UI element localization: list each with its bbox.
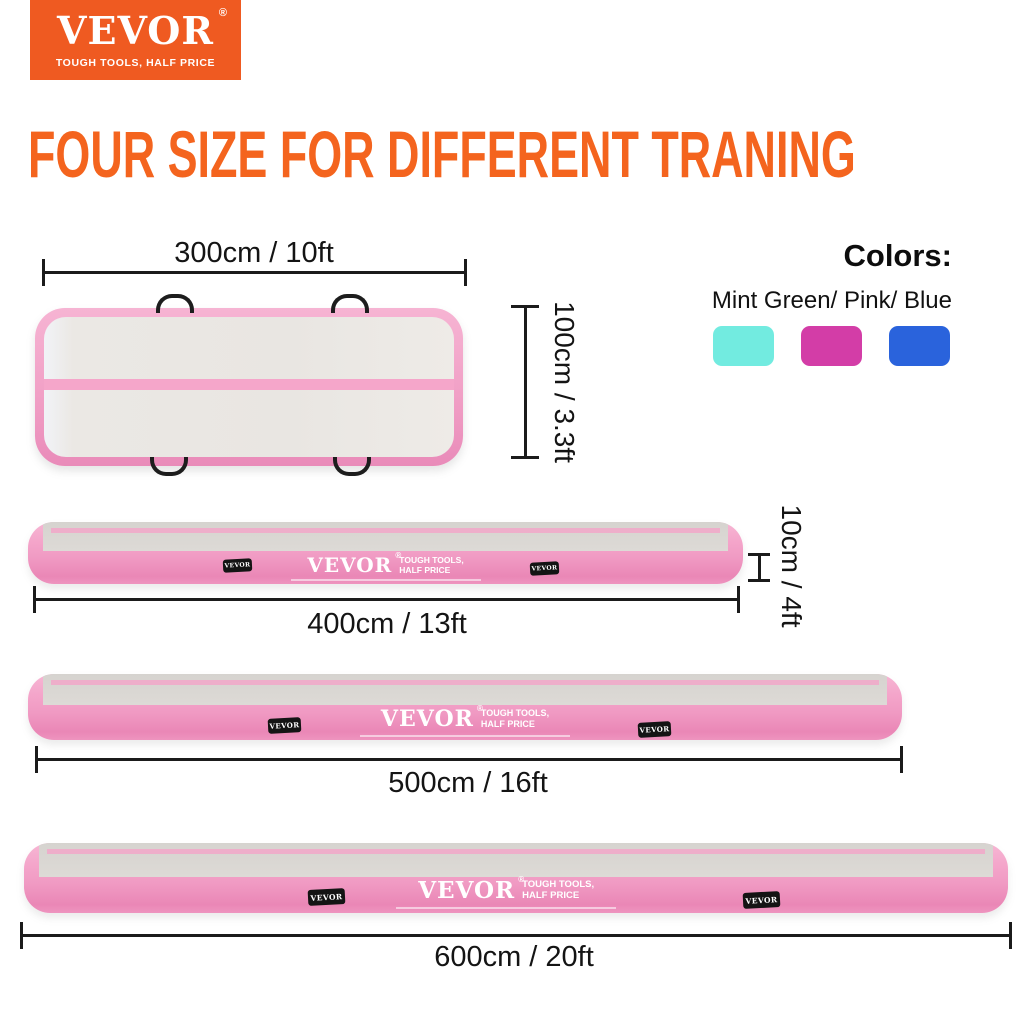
vevor-label-tag: VEVOR [222,558,253,573]
vevor-label-tag: VEVOR [307,888,346,906]
mat-400-edge-stripe [51,528,720,533]
carry-handle-icon [333,457,371,476]
dim-tick [42,259,45,286]
dim-cap [511,305,539,308]
swatch-blue [889,326,950,366]
print-subtext-line [360,735,570,737]
vevor-label-tag: VEVOR [742,891,781,909]
vevor-label-tag: VEVOR [529,561,560,576]
registered-trademark-icon: ® [218,6,228,19]
dim-cap [511,456,539,459]
mat-500-side-view: VEVOR ® TOUGH TOOLS, HALF PRICE VEVOR VEV… [28,674,902,740]
vevor-label-tag: VEVOR [267,717,302,734]
mat-300-width-dim-line [524,307,527,457]
dim-tick [737,586,740,613]
carry-handle-icon [331,294,369,313]
mat-500-edge-stripe [51,680,879,685]
colors-title: Colors: [843,238,953,273]
mat-500-surface [43,674,887,705]
carry-handle-icon [150,457,188,476]
mat-400-thickness-dim-line [758,556,761,580]
print-tagline: TOUGH TOOLS, HALF PRICE [522,879,595,902]
mat-300-length-dim-line [42,271,467,274]
dim-tick [33,586,36,613]
mat-400-thickness-label: 10cm / 4ft [776,504,807,628]
color-swatches [713,326,950,366]
mat-300-top-view [35,308,463,466]
print-brand-text: VEVOR ® [418,875,526,904]
mat-600-edge-stripe [47,849,985,854]
registered-trademark-icon: ® [476,704,484,713]
color-names-line: Mint Green/ Pink/ Blue [711,287,952,314]
mat-600-length-label: 600cm / 20ft [434,941,594,973]
dim-tick [900,746,903,773]
registered-trademark-icon: ® [395,551,403,560]
brand-logo-wordmark: VEVOR ® [57,7,227,50]
mat-500-vevor-print: VEVOR ® TOUGH TOOLS, HALF PRICE [380,704,550,732]
mat-500-length-label: 500cm / 16ft [388,767,548,799]
brand-tagline: TOUGH TOOLS, HALF PRICE [55,56,216,69]
dim-tick [1009,922,1012,949]
page-title: FOUR SIZE FOR DIFFERENT TRANING [28,117,856,191]
print-subtext-line [290,579,481,581]
mat-400-surface [43,522,728,551]
vevor-label-tag: VEVOR [637,721,672,738]
print-tagline: TOUGH TOOLS, HALF PRICE [480,708,550,729]
mat-600-side-view: VEVOR ® TOUGH TOOLS, HALF PRICE VEVOR VEV… [24,843,1008,913]
dim-tick [20,922,23,949]
dim-cap [748,579,770,582]
mat-300-center-stripe [44,378,454,390]
swatch-pink [801,326,862,366]
carry-handle-icon [156,294,194,313]
print-tagline: TOUGH TOOLS, HALF PRICE [399,555,464,576]
mat-400-side-view: VEVOR ® TOUGH TOOLS, HALF PRICE VEVOR VEV… [28,522,743,584]
brand-name-text: VEVOR [57,7,214,53]
print-brand-text: VEVOR ® [307,551,403,577]
dim-tick [464,259,467,286]
mat-500-length-dim-line [35,758,903,761]
registered-trademark-icon: ® [518,875,526,884]
print-brand-text: VEVOR ® [380,704,484,732]
mat-300-length-label: 300cm / 10ft [174,237,334,269]
swatch-mint-green [713,326,774,366]
mat-600-length-dim-line [20,934,1012,937]
print-subtext-line [396,907,617,909]
mat-400-length-label: 400cm / 13ft [307,608,467,640]
mat-400-length-dim-line [33,598,740,601]
dim-cap [748,553,770,556]
dim-tick [35,746,38,773]
mat-600-surface [39,843,993,877]
mat-300-surface [44,317,454,457]
mat-400-vevor-print: VEVOR ® TOUGH TOOLS, HALF PRICE [307,551,464,577]
mat-300-width-label: 100cm / 3.3ft [549,301,580,463]
mat-600-vevor-print: VEVOR ® TOUGH TOOLS, HALF PRICE [418,875,595,904]
brand-logo: VEVOR ® TOUGH TOOLS, HALF PRICE [30,0,241,80]
